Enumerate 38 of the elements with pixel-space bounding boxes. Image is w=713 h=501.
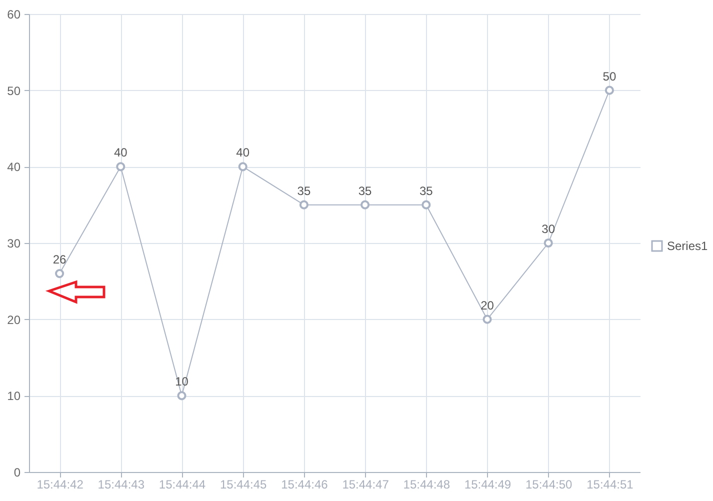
point — [299, 200, 308, 210]
point — [360, 200, 370, 210]
data-label: 10 — [175, 374, 189, 389]
x-tick-label: 15:44:43 — [98, 478, 145, 492]
data-label: 26 — [52, 252, 67, 267]
point — [55, 269, 64, 278]
x-tick-label: 15:44:42 — [36, 478, 84, 492]
data-label: 35 — [358, 184, 372, 198]
point — [422, 200, 431, 210]
data-label: 35 — [419, 184, 434, 198]
data-label: 50 — [602, 69, 616, 84]
x-tick-label: 15:44:50 — [525, 478, 573, 492]
y-tick-label: 60 — [7, 8, 21, 22]
legend-label: Series1 — [667, 239, 708, 253]
y-tick-label: 10 — [7, 389, 21, 404]
x-tick-label: 15:44:49 — [464, 478, 512, 492]
data-label: 30 — [542, 222, 556, 236]
data-label: 20 — [480, 298, 494, 312]
x-tick-label: 15:44:45 — [220, 478, 268, 492]
data-label: 35 — [297, 184, 311, 198]
point — [238, 162, 248, 172]
point — [116, 162, 126, 172]
y-tick-label: 20 — [7, 312, 21, 327]
x-tick-label: 15:44:51 — [586, 478, 634, 492]
data-label: 40 — [114, 146, 128, 160]
data-label: 40 — [236, 146, 250, 160]
x-tick-label: 15:44:47 — [342, 478, 390, 492]
x-tick-label: 15:44:48 — [403, 478, 450, 492]
x-tick-label: 15:44:46 — [281, 478, 328, 492]
y-tick-label: 40 — [7, 160, 21, 174]
point — [544, 238, 553, 248]
y-tick-label: 50 — [7, 84, 21, 98]
point — [604, 86, 614, 95]
point — [482, 314, 492, 324]
point — [177, 391, 186, 400]
y-tick-label: 30 — [7, 236, 21, 250]
x-tick-label: 15:44:44 — [158, 478, 206, 492]
y-tick-label: 0 — [14, 466, 21, 480]
